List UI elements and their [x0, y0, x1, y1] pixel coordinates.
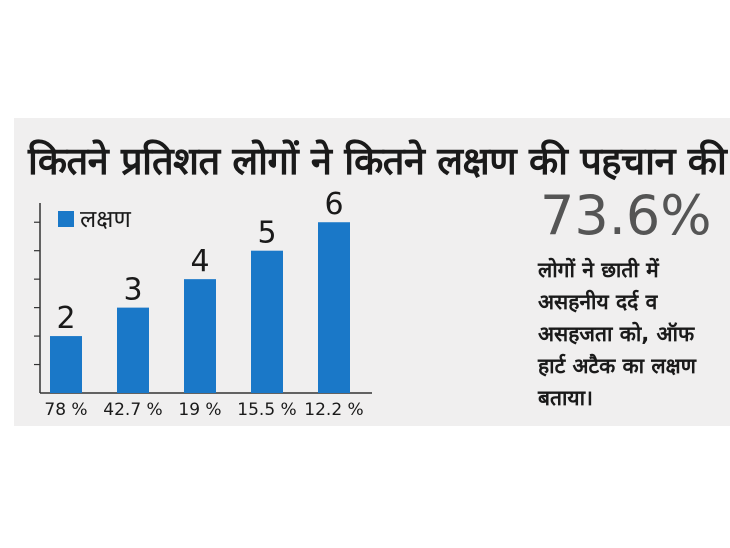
bar-data-label: 2 [56, 301, 75, 336]
legend-label: लक्षण [80, 205, 131, 233]
x-tick-label: 42.7 % [103, 400, 162, 420]
bar [318, 222, 350, 393]
bar-data-label: 4 [190, 244, 209, 279]
bar-data-label: 5 [257, 216, 276, 251]
callout-text: लोगों ने छाती में असहनीय दर्द व असहजता क… [538, 258, 696, 410]
x-tick-label: 78 % [44, 400, 87, 420]
callout-value: 73.6% [540, 184, 712, 247]
x-tick-label: 19 % [178, 400, 221, 420]
chart-title: कितने प्रतिशत लोगों ने कितने लक्षण की पह… [28, 139, 727, 183]
bar [184, 279, 216, 393]
legend-swatch [58, 210, 74, 227]
chart-legend: लक्षण [58, 202, 131, 235]
bar-data-label: 6 [324, 187, 343, 222]
bar-data-label: 3 [123, 273, 142, 308]
x-tick-label: 15.5 % [237, 400, 296, 420]
bar [117, 307, 149, 393]
x-tick-label: 12.2 % [304, 400, 363, 420]
bar [50, 336, 82, 393]
bar [251, 250, 283, 393]
